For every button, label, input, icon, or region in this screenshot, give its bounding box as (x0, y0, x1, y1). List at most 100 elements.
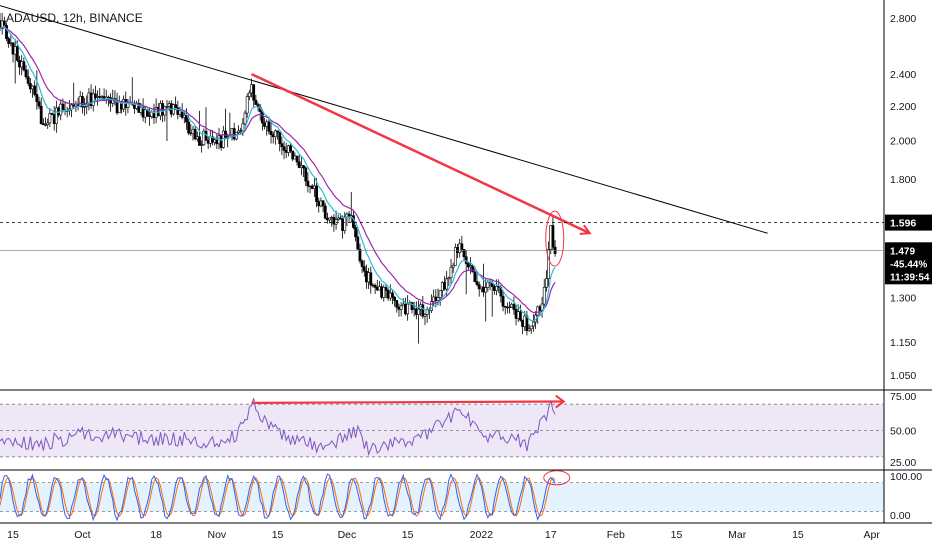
candle-body[interactable] (356, 236, 360, 250)
candle-body[interactable] (315, 185, 318, 202)
candle-body[interactable] (41, 123, 45, 126)
candle-body[interactable] (39, 105, 43, 124)
candle-body[interactable] (384, 287, 388, 291)
candle-body[interactable] (334, 219, 338, 225)
candle-body[interactable] (91, 93, 95, 106)
candle-body[interactable] (44, 124, 47, 126)
candle-body[interactable] (343, 216, 347, 231)
long-term-trendline[interactable] (0, 0, 768, 234)
candle-body[interactable] (247, 92, 251, 97)
candle-body[interactable] (260, 111, 264, 124)
annotations[interactable] (0, 0, 884, 486)
candle-body[interactable] (289, 145, 292, 152)
candle-body[interactable] (193, 128, 197, 140)
candle-body[interactable] (243, 112, 247, 125)
stochastic-k-line[interactable] (0, 473, 556, 522)
candle-body[interactable] (460, 243, 464, 250)
candle-body[interactable] (495, 286, 498, 291)
candle-body[interactable] (174, 104, 178, 109)
candle-body[interactable] (165, 106, 169, 108)
candle-body[interactable] (518, 311, 522, 321)
candle-body[interactable] (447, 277, 451, 280)
candle-body[interactable] (410, 302, 414, 310)
candle-body[interactable] (278, 131, 282, 144)
candle-body[interactable] (358, 248, 362, 262)
candle-body[interactable] (453, 247, 457, 266)
candle-body[interactable] (291, 150, 295, 160)
candle-body[interactable] (395, 300, 399, 308)
candle-body[interactable] (33, 85, 37, 95)
candle-body[interactable] (512, 304, 516, 310)
candle-body[interactable] (5, 25, 8, 39)
level-price-tag[interactable] (885, 214, 932, 231)
candle-body[interactable] (362, 266, 366, 272)
candle-body[interactable] (54, 107, 58, 124)
rsi-line[interactable] (0, 398, 556, 457)
rsi-pane[interactable] (0, 398, 556, 457)
candle-body[interactable] (382, 287, 386, 298)
candle-body[interactable] (399, 305, 403, 310)
candle-body[interactable] (323, 205, 327, 219)
candle-body[interactable] (473, 271, 477, 283)
candle-body[interactable] (306, 180, 310, 187)
candle-body[interactable] (339, 217, 342, 220)
candle-body[interactable] (200, 144, 204, 146)
candle-body[interactable] (50, 113, 54, 115)
candle-body[interactable] (545, 278, 548, 288)
candle-body[interactable] (252, 84, 256, 101)
last-price-tag[interactable] (885, 242, 932, 285)
candle-body[interactable] (449, 266, 453, 279)
candle-body[interactable] (406, 303, 410, 315)
candle-body[interactable] (276, 130, 279, 133)
rsi-red-trendline[interactable] (251, 400, 564, 404)
candle-body[interactable] (542, 287, 546, 305)
candle-body[interactable] (529, 325, 533, 330)
candle-body[interactable] (547, 249, 550, 279)
candle-body[interactable] (2, 20, 6, 26)
candle-body[interactable] (321, 200, 325, 207)
candle-body[interactable] (508, 306, 511, 309)
candle-body[interactable] (369, 272, 373, 286)
candle-body[interactable] (254, 99, 258, 105)
candle-body[interactable] (302, 165, 305, 169)
candle-body[interactable] (94, 93, 97, 98)
candle-body[interactable] (46, 122, 50, 125)
candle-body[interactable] (373, 284, 377, 288)
candle-body[interactable] (273, 130, 277, 138)
candle-body[interactable] (187, 121, 191, 134)
candle-body[interactable] (267, 121, 271, 132)
candle-body[interactable] (477, 284, 481, 290)
candle-body[interactable] (245, 96, 249, 114)
candle-body[interactable] (297, 161, 301, 168)
candle-body[interactable] (551, 225, 555, 248)
candle-body[interactable] (475, 281, 479, 285)
candle-body[interactable] (423, 314, 427, 317)
candle-body[interactable] (462, 249, 466, 258)
candle-body[interactable] (269, 130, 273, 136)
candle-body[interactable] (280, 143, 284, 147)
candle-body[interactable] (37, 101, 41, 107)
candle-body[interactable] (26, 76, 30, 84)
candle-body[interactable] (436, 297, 440, 302)
candle-body[interactable] (421, 304, 425, 317)
candle-body[interactable] (417, 308, 420, 315)
candle-body[interactable] (501, 295, 505, 307)
stochastic-d-line[interactable] (0, 476, 556, 518)
candle-body[interactable] (430, 301, 433, 311)
candle-body[interactable] (527, 328, 531, 332)
candle-body[interactable] (354, 227, 358, 238)
candle-body[interactable] (360, 260, 364, 267)
candle-body[interactable] (7, 38, 11, 44)
candle-body[interactable] (239, 130, 243, 132)
candle-body[interactable] (35, 94, 39, 102)
candle-body[interactable] (445, 278, 449, 290)
candle-body[interactable] (536, 306, 540, 316)
candle-body[interactable] (61, 103, 65, 111)
candle-body[interactable] (391, 292, 394, 298)
candle-body[interactable] (48, 113, 52, 124)
candle-body[interactable] (15, 46, 19, 61)
candle-body[interactable] (532, 321, 535, 327)
candle-body[interactable] (393, 296, 397, 301)
candle-body[interactable] (80, 96, 84, 108)
candle-body[interactable] (451, 265, 455, 268)
